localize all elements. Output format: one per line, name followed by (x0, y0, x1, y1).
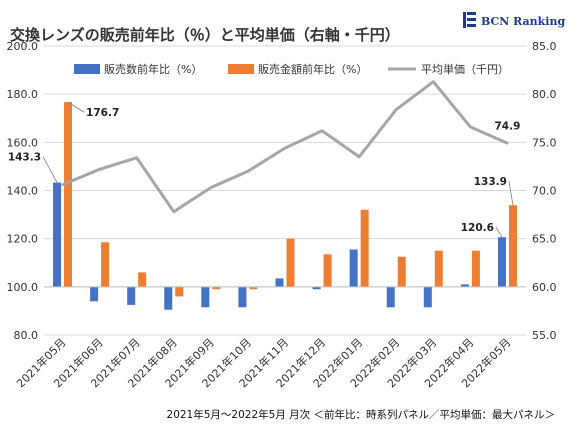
avg-price-point (135, 156, 138, 159)
sales-yoy-bar (138, 272, 147, 287)
data-label-leader (67, 101, 85, 113)
y-left-tick-label: 80.0 (14, 329, 39, 342)
units-yoy-bar (90, 286, 99, 302)
avg-price-point (357, 155, 361, 158)
avg-price-point (98, 168, 101, 171)
sales-yoy-bar (249, 286, 258, 290)
gridlines (44, 45, 526, 336)
sales-yoy-bar (434, 250, 443, 287)
avg-price-point (283, 146, 287, 150)
sales-yoy-bar (175, 286, 184, 297)
legend-label: 平均単価（千円） (421, 62, 509, 76)
sales-yoy-bar (212, 286, 221, 290)
y-right-tick-label: 60.0 (532, 281, 557, 294)
legend-swatch (228, 64, 254, 74)
data-labels: 143.3 176.7 120.6 133.9 74.9 (8, 101, 521, 238)
footnote: 2021年5月～2022年5月 月次 ＜前年比：時系列パネル／平均単価：最大パネ… (167, 408, 555, 421)
sales-yoy-bar (508, 205, 517, 287)
units-yoy-bar (349, 249, 358, 287)
avg-price-point (432, 80, 435, 83)
units-yoy-bar (386, 286, 395, 308)
y-left-tick-label: 200.0 (7, 40, 39, 53)
sales-yoy-bar (397, 256, 406, 287)
y-left-tick-label: 120.0 (7, 233, 39, 246)
y-right-tick-label: 55.0 (532, 329, 557, 342)
axes: 80.0 100.0 120.0 140.0 160.0 180.0 200.0 55.0 60… (7, 40, 557, 390)
y-left-tick-label: 140.0 (7, 185, 39, 198)
data-label: 133.9 (474, 176, 507, 188)
units-yoy-bar (164, 286, 173, 310)
legend-swatch (74, 64, 100, 74)
avg-price-line (61, 80, 509, 214)
y-right-tick-label: 65.0 (532, 233, 557, 246)
units-yoy-bar (497, 237, 506, 287)
y-left-tick-label: 180.0 (7, 88, 39, 101)
units-yoy-bar (275, 278, 284, 287)
y-left-tick-label: 100.0 (7, 281, 39, 294)
sales-yoy-bar (64, 102, 73, 287)
avg-price-point (469, 125, 472, 129)
avg-price-point (395, 108, 398, 111)
legend-label: 販売金額前年比（%） (258, 62, 367, 76)
units-yoy-bar (423, 286, 432, 308)
bars (53, 102, 517, 310)
sales-yoy-bar (101, 242, 110, 287)
data-label-leader (495, 227, 503, 238)
avg-price-point (506, 142, 509, 145)
legend-label: 販売数前年比（%） (104, 62, 202, 76)
data-label: 74.9 (495, 120, 521, 132)
avg-price-series-line (61, 80, 509, 214)
y-right-tick-label: 70.0 (532, 185, 557, 198)
avg-price-point (209, 186, 213, 189)
logo-text: BCN Ranking (481, 15, 565, 28)
units-yoy-bar (201, 286, 210, 308)
avg-price-point (172, 210, 175, 213)
y-left-tick-label: 160.0 (7, 136, 39, 149)
units-yoy-bar (238, 286, 247, 308)
y-right-tick-label: 80.0 (532, 88, 557, 101)
data-label: 143.3 (8, 152, 41, 164)
sales-yoy-bar (471, 250, 480, 287)
data-label-leader (508, 181, 514, 206)
avg-price-point (246, 170, 250, 173)
sales-yoy-bar (323, 254, 332, 287)
logo: BCN Ranking (463, 12, 565, 28)
y-right-tick-label: 75.0 (532, 136, 557, 149)
sales-yoy-bar (360, 209, 369, 287)
bcn-logo-icon (463, 12, 476, 28)
units-yoy-bar (53, 182, 62, 287)
units-yoy-bar (312, 286, 321, 290)
data-label-leader (42, 156, 58, 183)
chart-title: 交換レンズの販売前年比（％）と平均単価（右軸・千円） (10, 26, 400, 44)
avg-price-point (320, 129, 324, 132)
data-label: 120.6 (461, 222, 494, 234)
avg-price-point (61, 183, 64, 186)
units-yoy-bar (127, 286, 136, 305)
y-right-tick-label: 85.0 (532, 40, 557, 53)
units-yoy-bar (460, 284, 469, 287)
data-label: 176.7 (86, 107, 119, 119)
sales-yoy-bar (286, 238, 295, 287)
legend: 販売数前年比（%） 販売金額前年比（%） 平均単価（千円） (74, 62, 509, 76)
